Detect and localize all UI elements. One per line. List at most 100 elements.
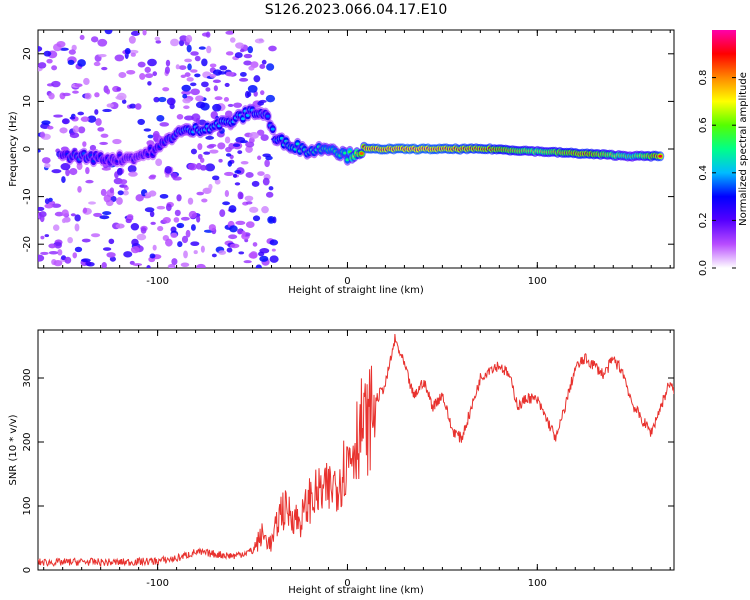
- noise-speckle: [128, 35, 136, 44]
- noise-speckle: [174, 209, 181, 217]
- noise-speckle: [38, 254, 45, 262]
- noise-speckle: [93, 212, 102, 218]
- noise-speckle: [239, 77, 249, 82]
- noise-speckle: [268, 186, 274, 191]
- noise-speckle: [261, 205, 269, 214]
- colorbar-scale: [712, 30, 736, 268]
- noise-speckle: [77, 59, 86, 67]
- noise-speckle: [129, 103, 137, 109]
- noise-speckle: [125, 218, 132, 224]
- ridge-core: [241, 117, 246, 121]
- noise-speckle: [71, 44, 77, 51]
- noise-speckle: [232, 173, 238, 178]
- noise-speckle: [104, 30, 113, 35]
- snr-xtick-label: 100: [528, 578, 547, 589]
- noise-speckle: [228, 234, 238, 240]
- noise-speckle: [175, 64, 180, 70]
- snr-xtick-label: 0: [344, 578, 350, 589]
- noise-speckle: [181, 90, 191, 95]
- noise-speckle: [40, 251, 49, 255]
- noise-speckle: [190, 241, 200, 247]
- noise-speckle: [245, 171, 254, 178]
- noise-speckle: [101, 167, 112, 171]
- noise-speckle: [84, 92, 92, 100]
- noise-speckle: [251, 180, 260, 187]
- noise-speckle: [209, 73, 217, 78]
- noise-speckle: [82, 207, 88, 214]
- noise-speckle: [201, 81, 209, 88]
- noise-speckle: [149, 210, 155, 218]
- noise-speckle: [271, 248, 276, 252]
- noise-speckle: [137, 61, 146, 68]
- noise-speckle: [124, 47, 131, 55]
- noise-speckle: [188, 210, 197, 219]
- noise-speckle: [167, 264, 175, 268]
- noise-speckle: [201, 58, 208, 67]
- noise-speckle: [126, 69, 136, 75]
- noise-speckle: [219, 209, 226, 217]
- noise-speckle: [194, 55, 201, 62]
- noise-speckle: [140, 227, 147, 234]
- noise-speckle: [85, 179, 94, 184]
- noise-speckle: [69, 116, 76, 120]
- noise-speckle: [237, 228, 243, 235]
- noise-speckle: [211, 253, 217, 258]
- noise-speckle: [72, 125, 80, 133]
- colorbar: 0.0 0.2 0.4 0.6 0.8 Normalized spectral ampl…: [698, 30, 749, 276]
- noise-speckle: [248, 65, 255, 71]
- noise-speckle: [196, 263, 206, 268]
- noise-speckle: [61, 118, 70, 125]
- noise-speckle: [72, 252, 78, 259]
- noise-speckle: [51, 65, 58, 71]
- noise-speckle: [182, 93, 188, 99]
- noise-speckle: [234, 52, 243, 59]
- noise-speckle: [117, 167, 123, 176]
- noise-speckle: [264, 159, 270, 168]
- noise-speckle: [85, 166, 90, 175]
- noise-speckle: [72, 90, 79, 94]
- noise-speckle: [241, 230, 246, 238]
- noise-speckle: [156, 114, 165, 122]
- noise-speckle: [65, 169, 70, 177]
- noise-speckle: [195, 95, 204, 102]
- noise-speckle: [38, 62, 47, 69]
- noise-speckle: [262, 177, 270, 186]
- noise-speckle: [105, 88, 111, 95]
- noise-speckle: [190, 82, 197, 87]
- snr-ytick-label: 100: [22, 496, 33, 515]
- noise-speckle: [100, 188, 107, 197]
- noise-speckle: [130, 52, 136, 57]
- noise-speckle: [131, 238, 139, 246]
- snr-ytick-label: 0: [22, 567, 33, 573]
- noise-speckle: [190, 224, 196, 231]
- noise-speckle: [85, 261, 92, 267]
- noise-speckle: [196, 162, 202, 170]
- noise-speckle: [182, 97, 192, 104]
- noise-speckle: [245, 221, 255, 228]
- noise-speckle: [116, 197, 123, 205]
- noise-speckle: [53, 259, 63, 267]
- noise-speckle: [260, 134, 269, 141]
- noise-speckle: [44, 162, 51, 169]
- noise-speckle: [81, 238, 91, 243]
- spectrogram-ytick-label: -20: [22, 236, 33, 252]
- noise-speckle: [208, 183, 213, 191]
- noise-speckle: [184, 72, 191, 77]
- noise-speckle: [142, 30, 147, 36]
- noise-speckle: [74, 246, 83, 253]
- noise-speckle: [44, 234, 50, 238]
- noise-speckle: [90, 36, 99, 43]
- noise-speckle: [229, 243, 240, 249]
- noise-speckle: [52, 224, 60, 231]
- noise-speckle: [165, 59, 171, 67]
- noise-speckle: [166, 97, 176, 106]
- figure-title: S126.2023.066.04.17.E10: [265, 2, 448, 18]
- noise-speckle: [245, 141, 255, 148]
- noise-speckle: [223, 97, 230, 102]
- noise-speckle: [101, 262, 107, 268]
- noise-speckle: [265, 94, 276, 103]
- noise-speckle: [126, 214, 134, 220]
- noise-speckle: [132, 263, 143, 267]
- ridge-core: [295, 142, 300, 146]
